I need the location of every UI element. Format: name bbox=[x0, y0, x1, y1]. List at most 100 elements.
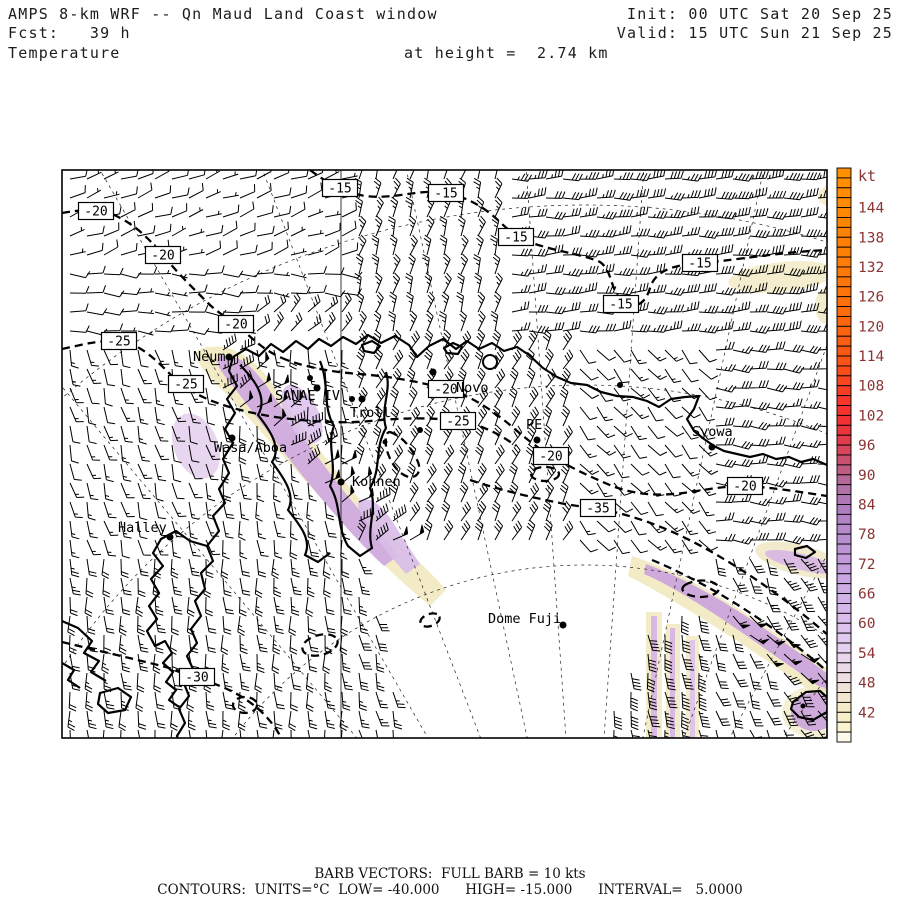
colorbar-cell bbox=[836, 553, 852, 565]
colorbar-tick-label: 42 bbox=[858, 705, 875, 721]
colorbar-cell bbox=[836, 583, 852, 595]
colorbar-cell bbox=[836, 652, 852, 664]
station-dot bbox=[533, 436, 541, 444]
contour-label-box bbox=[178, 667, 216, 687]
colorbar-tick-label: 132 bbox=[858, 260, 884, 276]
colorbar-cell bbox=[836, 395, 852, 406]
colorbar-cell bbox=[836, 612, 852, 624]
wind-barb-field bbox=[67, 170, 827, 738]
colorbar-tick-label: 84 bbox=[858, 497, 876, 513]
page-title: AMPS 8-km WRF -- Qn Maud Land Coast wind… bbox=[8, 5, 438, 23]
contour-label: -20 bbox=[539, 450, 562, 465]
colorbar-cell bbox=[836, 187, 852, 199]
colorbar-cell bbox=[836, 622, 852, 634]
station-label: Kohnen bbox=[352, 474, 401, 490]
colorbar-cell bbox=[836, 692, 852, 703]
contour-label-box bbox=[77, 201, 115, 221]
contour-label: -20 bbox=[151, 249, 174, 264]
contour-label-box bbox=[427, 379, 465, 399]
forecast-lead: Fcst: 39 h bbox=[8, 24, 131, 42]
colorbar-cell bbox=[836, 533, 852, 545]
contour-label: -35 bbox=[586, 502, 609, 517]
colorbar-tick-label: 60 bbox=[858, 616, 875, 632]
contour-label-box bbox=[439, 411, 477, 431]
colorbar-cell bbox=[836, 464, 852, 476]
contour-label-box bbox=[497, 227, 535, 247]
station-label: PE bbox=[526, 417, 542, 433]
colorbar-cell bbox=[836, 177, 852, 189]
colorbar-tick-label: 54 bbox=[858, 646, 876, 662]
colorbar-cell bbox=[836, 276, 852, 288]
colorbar-cell bbox=[836, 325, 852, 337]
contour-label: -15 bbox=[504, 231, 527, 246]
stations-layer: Neum SANAE IV Troll Wasa/Aboa Halley Kohnen No… bbox=[118, 349, 733, 629]
contour-label: -20 bbox=[733, 480, 756, 495]
contour-label: -15 bbox=[434, 187, 457, 202]
colorbar-cell bbox=[836, 286, 852, 298]
contour-label-box bbox=[681, 253, 719, 273]
colorbar-cell bbox=[836, 375, 852, 387]
colorbar-cell bbox=[836, 454, 852, 466]
contour-label-box bbox=[427, 183, 465, 203]
contour-label-box bbox=[100, 331, 138, 351]
colorbar-cell bbox=[836, 246, 852, 258]
station-dot bbox=[559, 621, 567, 629]
colorbar-tick-label: 120 bbox=[858, 319, 884, 335]
colorbar-cell bbox=[836, 543, 852, 555]
station-dot bbox=[225, 353, 233, 361]
colorbar-cell bbox=[836, 523, 852, 535]
colorbar-unit-label: kt bbox=[858, 167, 876, 185]
colorbar-cell bbox=[836, 217, 852, 228]
field-name: Temperature bbox=[8, 44, 121, 62]
contour-label: -25 bbox=[107, 335, 130, 350]
contour-label: -30 bbox=[185, 671, 208, 686]
contour-label: -20 bbox=[84, 205, 107, 220]
colorbar-tick-label: 66 bbox=[858, 587, 875, 603]
colorbar-cell bbox=[836, 365, 852, 377]
colorbar-cell bbox=[836, 385, 852, 397]
station-label: Novo bbox=[456, 380, 489, 396]
colorbar-cell bbox=[836, 504, 852, 515]
colorbar-cell bbox=[836, 207, 852, 218]
colorbar-tick-label: 138 bbox=[858, 230, 884, 246]
colorbar-tick-label: 90 bbox=[858, 468, 875, 484]
colorbar-cell bbox=[836, 256, 852, 268]
colorbar-cell bbox=[836, 593, 852, 604]
station-label: Neum bbox=[193, 349, 226, 365]
colorbar-tick-label: 108 bbox=[858, 379, 884, 395]
colorbar-cell bbox=[836, 434, 852, 446]
station-label: Dome Fuji bbox=[488, 611, 561, 627]
station-dot bbox=[228, 434, 236, 442]
colorbar-cell bbox=[836, 682, 852, 693]
map-frame bbox=[61, 169, 828, 739]
colorbar-cell bbox=[836, 711, 852, 723]
valid-time: Valid: 15 UTC Sun 21 Sep 25 bbox=[616, 24, 893, 42]
colorbar-cell bbox=[836, 296, 852, 308]
contour-label-box bbox=[144, 245, 182, 265]
colorbar-cell bbox=[836, 266, 852, 278]
contour-label: -25 bbox=[174, 378, 197, 393]
colorbar-cell bbox=[836, 335, 852, 347]
colorbar-cell bbox=[836, 484, 852, 496]
colorbar-cell bbox=[836, 563, 852, 575]
contour-label-box bbox=[167, 374, 205, 394]
colorbar-cell bbox=[836, 414, 852, 426]
contour-label: -15 bbox=[328, 182, 351, 197]
colorbar-cell bbox=[836, 573, 852, 585]
colorbar-tick-label: 48 bbox=[858, 676, 875, 692]
colorbar-cell bbox=[836, 345, 852, 357]
colorbar-cell bbox=[836, 721, 852, 733]
colorbar-cell bbox=[836, 662, 852, 674]
colorbar-cell bbox=[836, 167, 852, 179]
station-label: Halley bbox=[118, 520, 167, 536]
colorbar: 144 138 132 126 120 114 108 102 96 90 84 78 72 66 60 54… bbox=[836, 167, 884, 743]
contour-label-box bbox=[602, 294, 640, 314]
colorbar-cell bbox=[836, 672, 852, 684]
init-time: Init: 00 UTC Sat 20 Sep 25 bbox=[627, 5, 893, 23]
contour-legend: CONTOURS: UNITS=°C LOW= -40.000 HIGH= -1… bbox=[157, 882, 743, 898]
barb-legend: BARB VECTORS: FULL BARB = 10 kts bbox=[314, 866, 586, 882]
